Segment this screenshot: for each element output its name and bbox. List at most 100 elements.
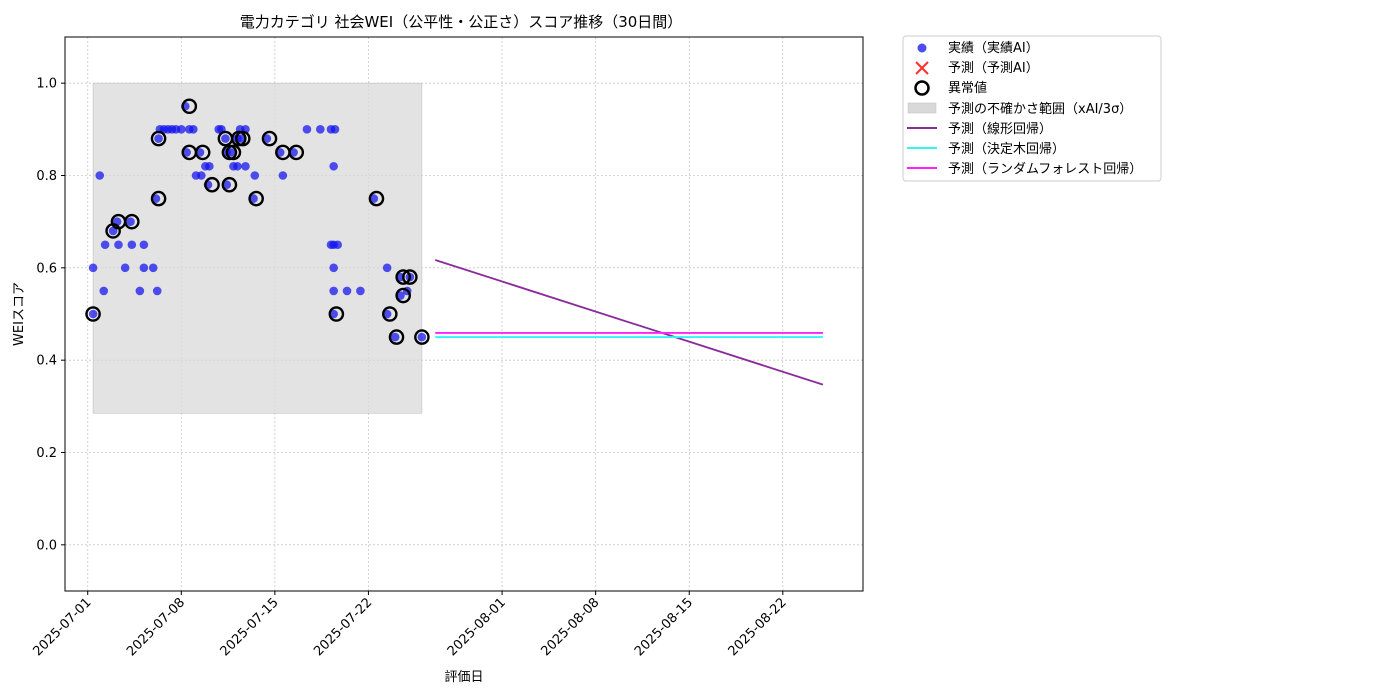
actual-point-41: [233, 161, 242, 171]
anomaly-marker-17: [261, 130, 278, 147]
actual-point-64: [342, 286, 352, 296]
actual-point-60: [333, 240, 342, 250]
actual-point-57: [329, 161, 338, 171]
actual-point-13: [139, 263, 149, 273]
actual-point-23: [176, 125, 186, 134]
legend-actual-marker: [917, 43, 927, 53]
actual-point-4: [100, 240, 110, 250]
actual-point-61: [329, 263, 338, 273]
anomaly-marker-layer: [85, 98, 430, 345]
actual-point-66: [369, 194, 379, 203]
actual-point-1: [88, 263, 98, 273]
actual-point-65: [356, 286, 365, 296]
actual-point-14: [148, 263, 158, 273]
anomaly-marker-6: [181, 98, 198, 115]
anomaly-marker-24: [395, 269, 411, 285]
actual-point-layer: [88, 101, 427, 342]
actual-point-16: [154, 134, 163, 143]
y-tick-label-5: 1.0: [36, 77, 57, 92]
actual-point-50: [275, 148, 285, 157]
anomaly-marker-13: [225, 144, 242, 161]
y-tick-label-3: 0.6: [36, 261, 57, 276]
actual-point-36: [221, 134, 230, 143]
anomaly-marker-25: [395, 287, 411, 304]
actual-point-49: [262, 134, 272, 143]
actual-point-63: [329, 309, 338, 319]
actual-point-62: [329, 286, 338, 296]
anomaly-marker-8: [194, 144, 211, 161]
anomaly-marker-23: [388, 329, 405, 345]
actual-point-47: [249, 194, 258, 203]
actual-point-27: [182, 148, 191, 157]
actual-point-2: [95, 171, 105, 180]
actual-point-46: [241, 161, 250, 171]
actual-point-69: [390, 332, 400, 342]
actual-point-10: [127, 240, 137, 250]
actual-point-52: [289, 148, 298, 157]
actual-point-9: [126, 217, 135, 226]
legend-frame: [902, 35, 1162, 182]
anomaly-marker-20: [328, 306, 345, 322]
anomaly-marker-26: [402, 269, 418, 285]
anomaly-marker-27: [414, 329, 430, 345]
actual-point-15: [152, 286, 162, 296]
anomaly-marker-3: [124, 213, 140, 230]
y-axis: 0.0 0.2 0.4 0.6 0.8 1.0: [36, 77, 65, 553]
actual-point-12: [139, 240, 149, 250]
anomaly-marker-21: [368, 190, 385, 207]
actual-point-7: [114, 240, 123, 250]
actual-point-32: [205, 161, 214, 171]
x-axis-label: 評価日: [444, 670, 483, 685]
legend-uncertainty-swatch: [907, 102, 937, 114]
linear-regression-line: [434, 259, 824, 386]
actual-point-8: [120, 263, 130, 273]
chart-title: 電力カテゴリ 社会WEI（公平性・公正さ）スコア推移（30日間）: [240, 13, 683, 31]
actual-point-74: [417, 332, 427, 342]
uncertainty-band-layer: [92, 82, 423, 414]
y-tick-label-4: 0.8: [36, 169, 57, 184]
legend-tree-label: 予測（決定木回帰）: [948, 141, 1065, 157]
legend-anomaly-label: 異常値: [948, 80, 987, 96]
actual-point-39: [226, 148, 236, 157]
y-tick-label-0: 0.0: [36, 538, 57, 553]
forecast-line-layer: [434, 259, 824, 386]
uncertainty-band: [92, 82, 423, 414]
actual-point-56: [330, 125, 340, 134]
y-tick-label-1: 0.2: [36, 446, 57, 461]
actual-point-44: [237, 134, 246, 143]
actual-point-28: [195, 148, 205, 157]
anomaly-marker-19: [288, 144, 305, 161]
plot-area: [65, 37, 863, 591]
anomaly-marker-12: [221, 176, 238, 193]
legend-predicted-label: 予測（予測AI）: [948, 61, 1039, 76]
actual-point-17: [151, 194, 161, 203]
anomaly-marker-5: [150, 130, 167, 147]
plot-frame: [64, 36, 864, 592]
y-tick-label-2: 0.4: [36, 354, 57, 369]
actual-point-11: [135, 286, 145, 296]
actual-point-25: [189, 125, 198, 134]
legend-uncertainty-label: 予測の不確かさ範囲（xAI/3σ）: [948, 101, 1132, 117]
actual-point-0: [88, 309, 98, 319]
anomaly-marker-9: [204, 176, 220, 193]
legend-forest-label: 予測（ランダムフォレスト回帰）: [948, 161, 1142, 177]
actual-point-38: [222, 180, 232, 190]
anomaly-marker-15: [234, 130, 251, 147]
actual-point-67: [382, 263, 392, 273]
legend-anomaly-marker: [914, 80, 930, 96]
actual-point-71: [396, 291, 405, 300]
anomaly-marker-4: [150, 190, 167, 207]
anomaly-marker-16: [248, 190, 264, 207]
actual-point-68: [382, 309, 392, 319]
actual-point-3: [99, 286, 109, 296]
actual-point-54: [316, 125, 325, 134]
legend-linear-label: 予測（線形回帰）: [948, 121, 1052, 137]
anomaly-marker-22: [382, 306, 398, 322]
y-axis-label: WEIスコア: [12, 282, 27, 346]
legend: 実績（実績AI） 予測（予測AI） 異常値 予測の不確かさ範囲（xAI/3σ） …: [902, 35, 1162, 182]
legend-predicted-marker: [915, 61, 929, 75]
actual-point-48: [250, 171, 260, 180]
actual-point-30: [197, 171, 206, 180]
anomaly-marker-0: [85, 306, 101, 322]
